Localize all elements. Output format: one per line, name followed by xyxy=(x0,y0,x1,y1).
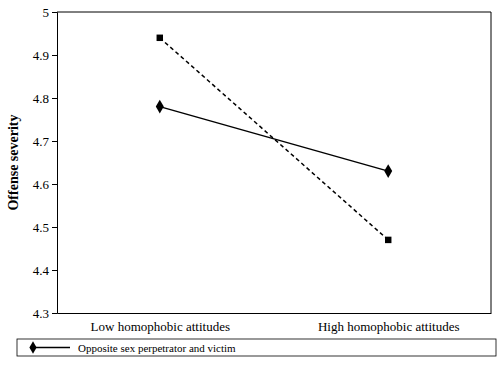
plot-frame xyxy=(491,12,492,313)
plot: 4.3 4.4 4.5 4.6 4.7 4.8 4.9 5 Low homophobic att… xyxy=(33,5,492,335)
y-tick-mark xyxy=(52,141,57,142)
legend-box xyxy=(17,339,496,356)
series-marker xyxy=(156,100,164,114)
y-axis: 4.3 4.4 4.5 4.6 4.7 4.8 4.9 5 xyxy=(33,5,58,321)
y-tick-mark xyxy=(52,227,57,228)
y-tick-label: 4.4 xyxy=(33,263,50,278)
y-tick: 4.7 xyxy=(33,134,57,149)
y-tick-label: 4.6 xyxy=(33,177,50,192)
y-tick: 5 xyxy=(43,5,58,20)
legend-marker xyxy=(29,341,36,353)
series-line xyxy=(160,107,388,172)
y-tick: 4.8 xyxy=(33,91,57,106)
x-tick: High homophobic attitudes xyxy=(318,313,460,334)
plot-frame xyxy=(57,12,491,13)
y-tick-label: 4.7 xyxy=(33,134,50,149)
y-tick-label: 4.5 xyxy=(33,220,49,235)
y-tick: 4.3 xyxy=(33,306,57,321)
y-tick-label: 4.8 xyxy=(33,91,49,106)
y-tick-mark xyxy=(52,184,57,185)
legend-label: Opposite sex perpetrator and victim xyxy=(78,342,236,354)
y-axis-title: Offense severity xyxy=(6,114,21,210)
y-tick-mark xyxy=(52,270,57,271)
y-tick: 4.4 xyxy=(33,263,57,278)
chart: 4.3 4.4 4.5 4.6 4.7 4.8 4.9 5 Low homophobic att… xyxy=(0,0,500,376)
x-tick: Low homophobic attitudes xyxy=(91,313,230,334)
series-marker xyxy=(384,164,392,178)
y-tick-label: 4.3 xyxy=(33,306,49,321)
x-axis: Low homophobic attitudes High homophobic … xyxy=(58,313,492,334)
y-tick: 4.9 xyxy=(33,48,57,63)
y-tick: 4.6 xyxy=(33,177,57,192)
y-tick-mark xyxy=(52,98,57,99)
y-tick-label: 4.9 xyxy=(33,48,49,63)
x-axis-line xyxy=(58,313,492,314)
y-tick: 4.5 xyxy=(33,220,57,235)
y-axis-line xyxy=(52,13,58,314)
marks xyxy=(156,35,392,244)
y-tick-mark xyxy=(52,313,57,314)
series-line xyxy=(160,38,388,240)
x-tick-label: Low homophobic attitudes xyxy=(91,319,230,334)
y-tick-mark xyxy=(52,55,57,56)
y-tick-mark xyxy=(52,12,57,13)
y-tick-label: 5 xyxy=(43,5,50,20)
x-tick-label: High homophobic attitudes xyxy=(318,319,460,334)
series-marker xyxy=(157,35,163,41)
legend: Opposite sex perpetrator and victim xyxy=(17,339,496,356)
series-marker xyxy=(385,237,391,243)
